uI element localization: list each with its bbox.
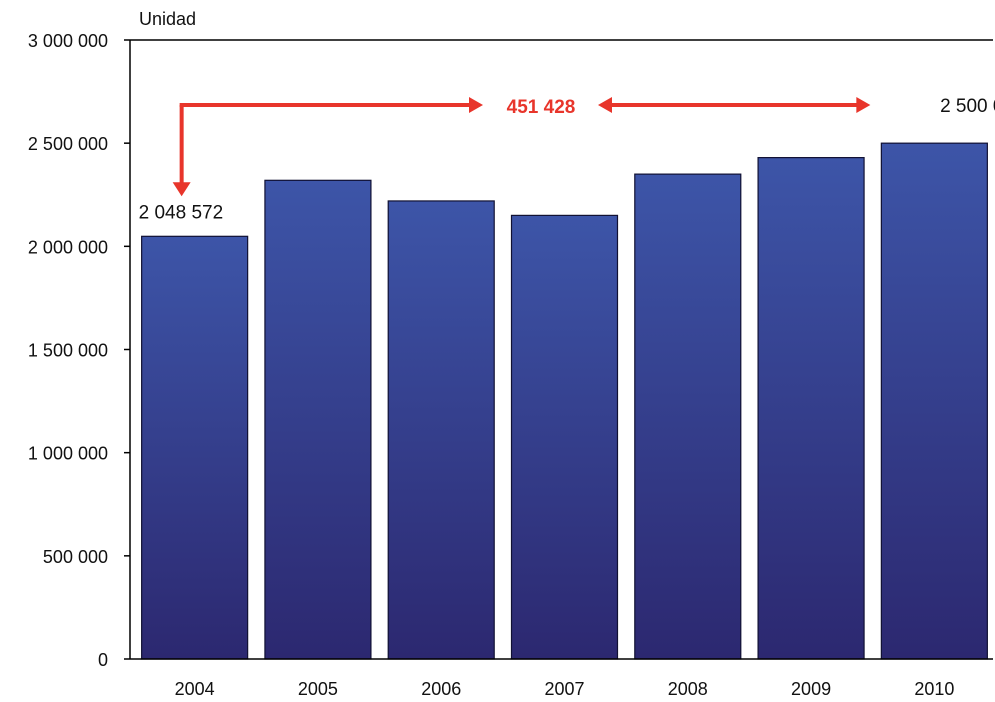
bar-2004: [141, 235, 249, 660]
y-tick-label: 1 500 000: [28, 341, 108, 361]
bar-2007: [510, 214, 619, 660]
bar-2006: [387, 200, 495, 660]
arrow-head-right: [469, 97, 483, 113]
arrow-head-left: [598, 97, 612, 113]
y-tick-label: 1 000 000: [28, 444, 108, 464]
y-tick-label: 2 000 000: [28, 237, 108, 257]
x-tick-label: 2004: [175, 679, 215, 699]
bars: [141, 142, 988, 660]
unit-label: Unidad: [139, 9, 196, 29]
difference-annotation: 2 048 572 2 500 000 451 428: [139, 96, 995, 223]
bar-2010: [880, 142, 988, 660]
arrow-head-down: [172, 182, 191, 197]
bar-2005: [264, 179, 372, 660]
difference-arrow: [172, 97, 871, 197]
difference-value-label: 451 428: [507, 97, 576, 118]
bar-2009: [757, 157, 865, 660]
y-tick-label: 500 000: [43, 547, 108, 567]
y-tick-label: 0: [98, 650, 108, 670]
x-tick-label: 2007: [544, 679, 584, 699]
axes: [129, 39, 993, 660]
bar-2008: [634, 173, 742, 660]
x-tick-label: 2009: [791, 679, 831, 699]
arrow-head-right-end: [856, 97, 871, 113]
x-tick-label: 2006: [421, 679, 461, 699]
x-tick-label: 2008: [668, 679, 708, 699]
x-tick-label: 2010: [914, 679, 954, 699]
x-tick-label: 2005: [298, 679, 338, 699]
y-tick-label: 2 500 000: [28, 134, 108, 154]
start-value-label: 2 048 572: [139, 202, 224, 223]
end-value-label: 2 500 000: [940, 96, 995, 117]
y-tick-label: 3 000 000: [28, 31, 108, 51]
y-axis-ticks: 0 500 000 1 000 000 1 500 000 2 000 000 2 500…: [28, 31, 130, 670]
x-axis-ticks: 2004 2005 2006 2007 2008 2009 2010: [175, 679, 955, 699]
